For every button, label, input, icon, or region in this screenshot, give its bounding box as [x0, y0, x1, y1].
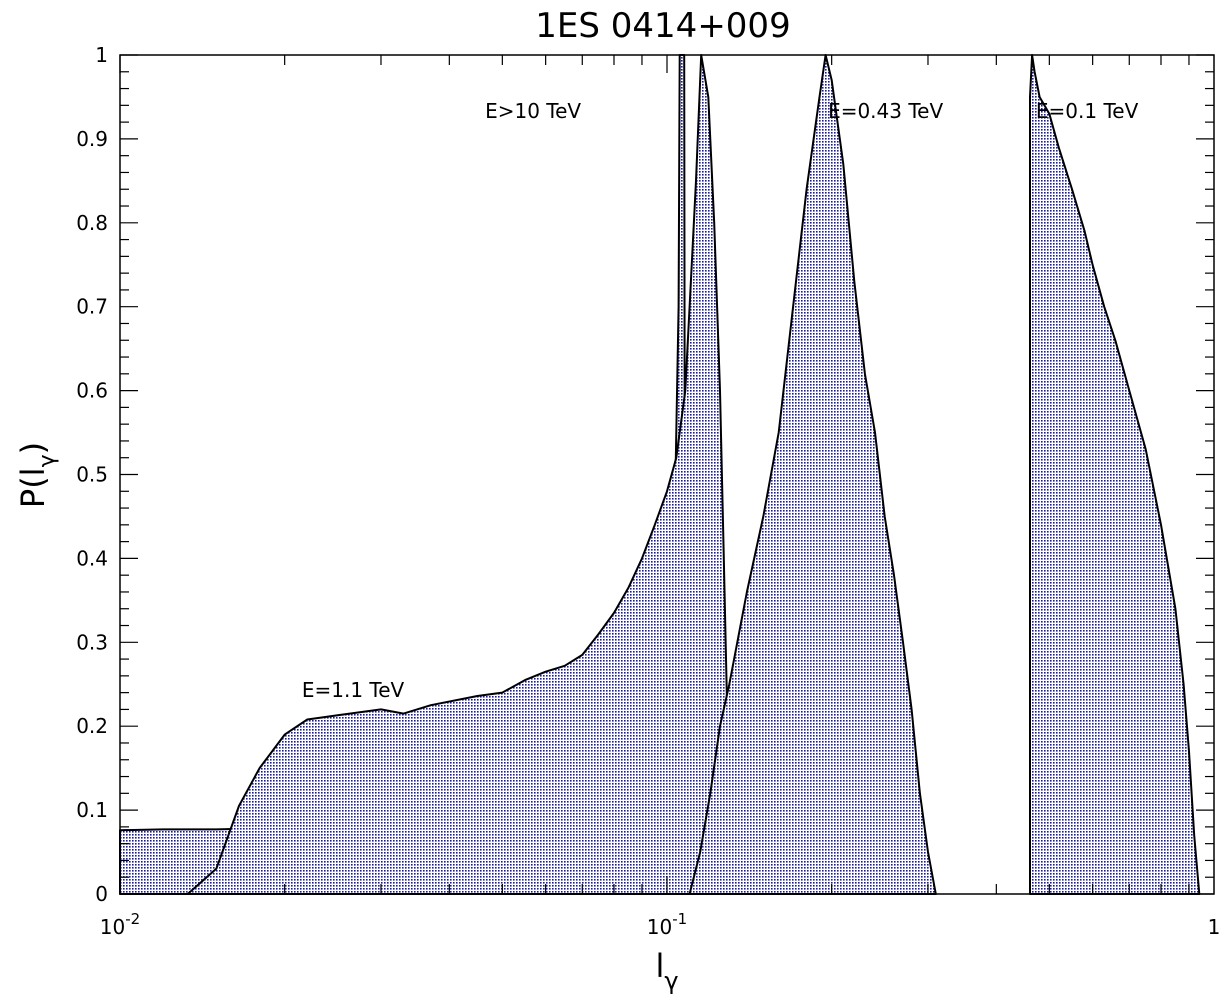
x-axis-label-main: l: [655, 947, 664, 985]
y-tick-label: 0.2: [76, 714, 108, 738]
x-tick-label: 10-1: [647, 910, 687, 939]
series-curve-1: [186, 54, 733, 895]
curve-label: E>10 TeV: [485, 99, 581, 123]
y-axis-label: P(lγ): [14, 442, 60, 508]
x-tick-base: 1: [1208, 915, 1221, 939]
x-tick-label: 1: [1208, 915, 1221, 939]
x-tick-exponent: -2: [125, 910, 140, 928]
y-tick-label: 0.8: [76, 211, 108, 235]
x-axis-label: lγ: [655, 947, 678, 995]
x-axis-label-sub: γ: [664, 967, 678, 995]
y-tick-label: 0.9: [76, 127, 108, 151]
y-axis-label-close: ): [14, 442, 52, 454]
curve-layer: [119, 54, 1201, 895]
y-tick-label: 0.4: [76, 546, 108, 570]
y-tick-label: 0: [95, 882, 108, 906]
curve-labels: E>10 TeV E=1.1 TeV E=0.43 TeV E=0.1 TeV: [302, 99, 1139, 702]
x-axis: 10-2 10-1 1: [100, 55, 1221, 939]
curve-label: E=0.43 TeV: [828, 99, 943, 123]
y-tick-label: 0.3: [76, 630, 108, 654]
x-tick-base: 10: [100, 915, 125, 939]
y-axis: 0 0.1 0.2 0.3 0.4 0.5 0.6 0.7 0.8 0.9 1: [76, 43, 1214, 906]
y-tick-label: 0.7: [76, 295, 108, 319]
y-tick-label: 1: [95, 43, 108, 67]
curve-label: E=1.1 TeV: [302, 678, 405, 702]
x-tick-exponent: -1: [672, 910, 687, 928]
chart-title: 1ES 0414+009: [535, 6, 790, 46]
y-tick-label: 0.5: [76, 463, 108, 487]
curve-label: E=0.1 TeV: [1036, 99, 1139, 123]
y-tick-label: 0.6: [76, 379, 108, 403]
y-axis-label-main: P(l: [14, 467, 52, 508]
series-curve-3: [1029, 54, 1201, 895]
y-tick-label: 0.1: [76, 798, 108, 822]
series-curve-2: [688, 54, 937, 895]
x-tick-base: 10: [647, 915, 672, 939]
y-axis-label-sub: γ: [35, 454, 60, 467]
x-tick-label: 10-2: [100, 910, 140, 939]
